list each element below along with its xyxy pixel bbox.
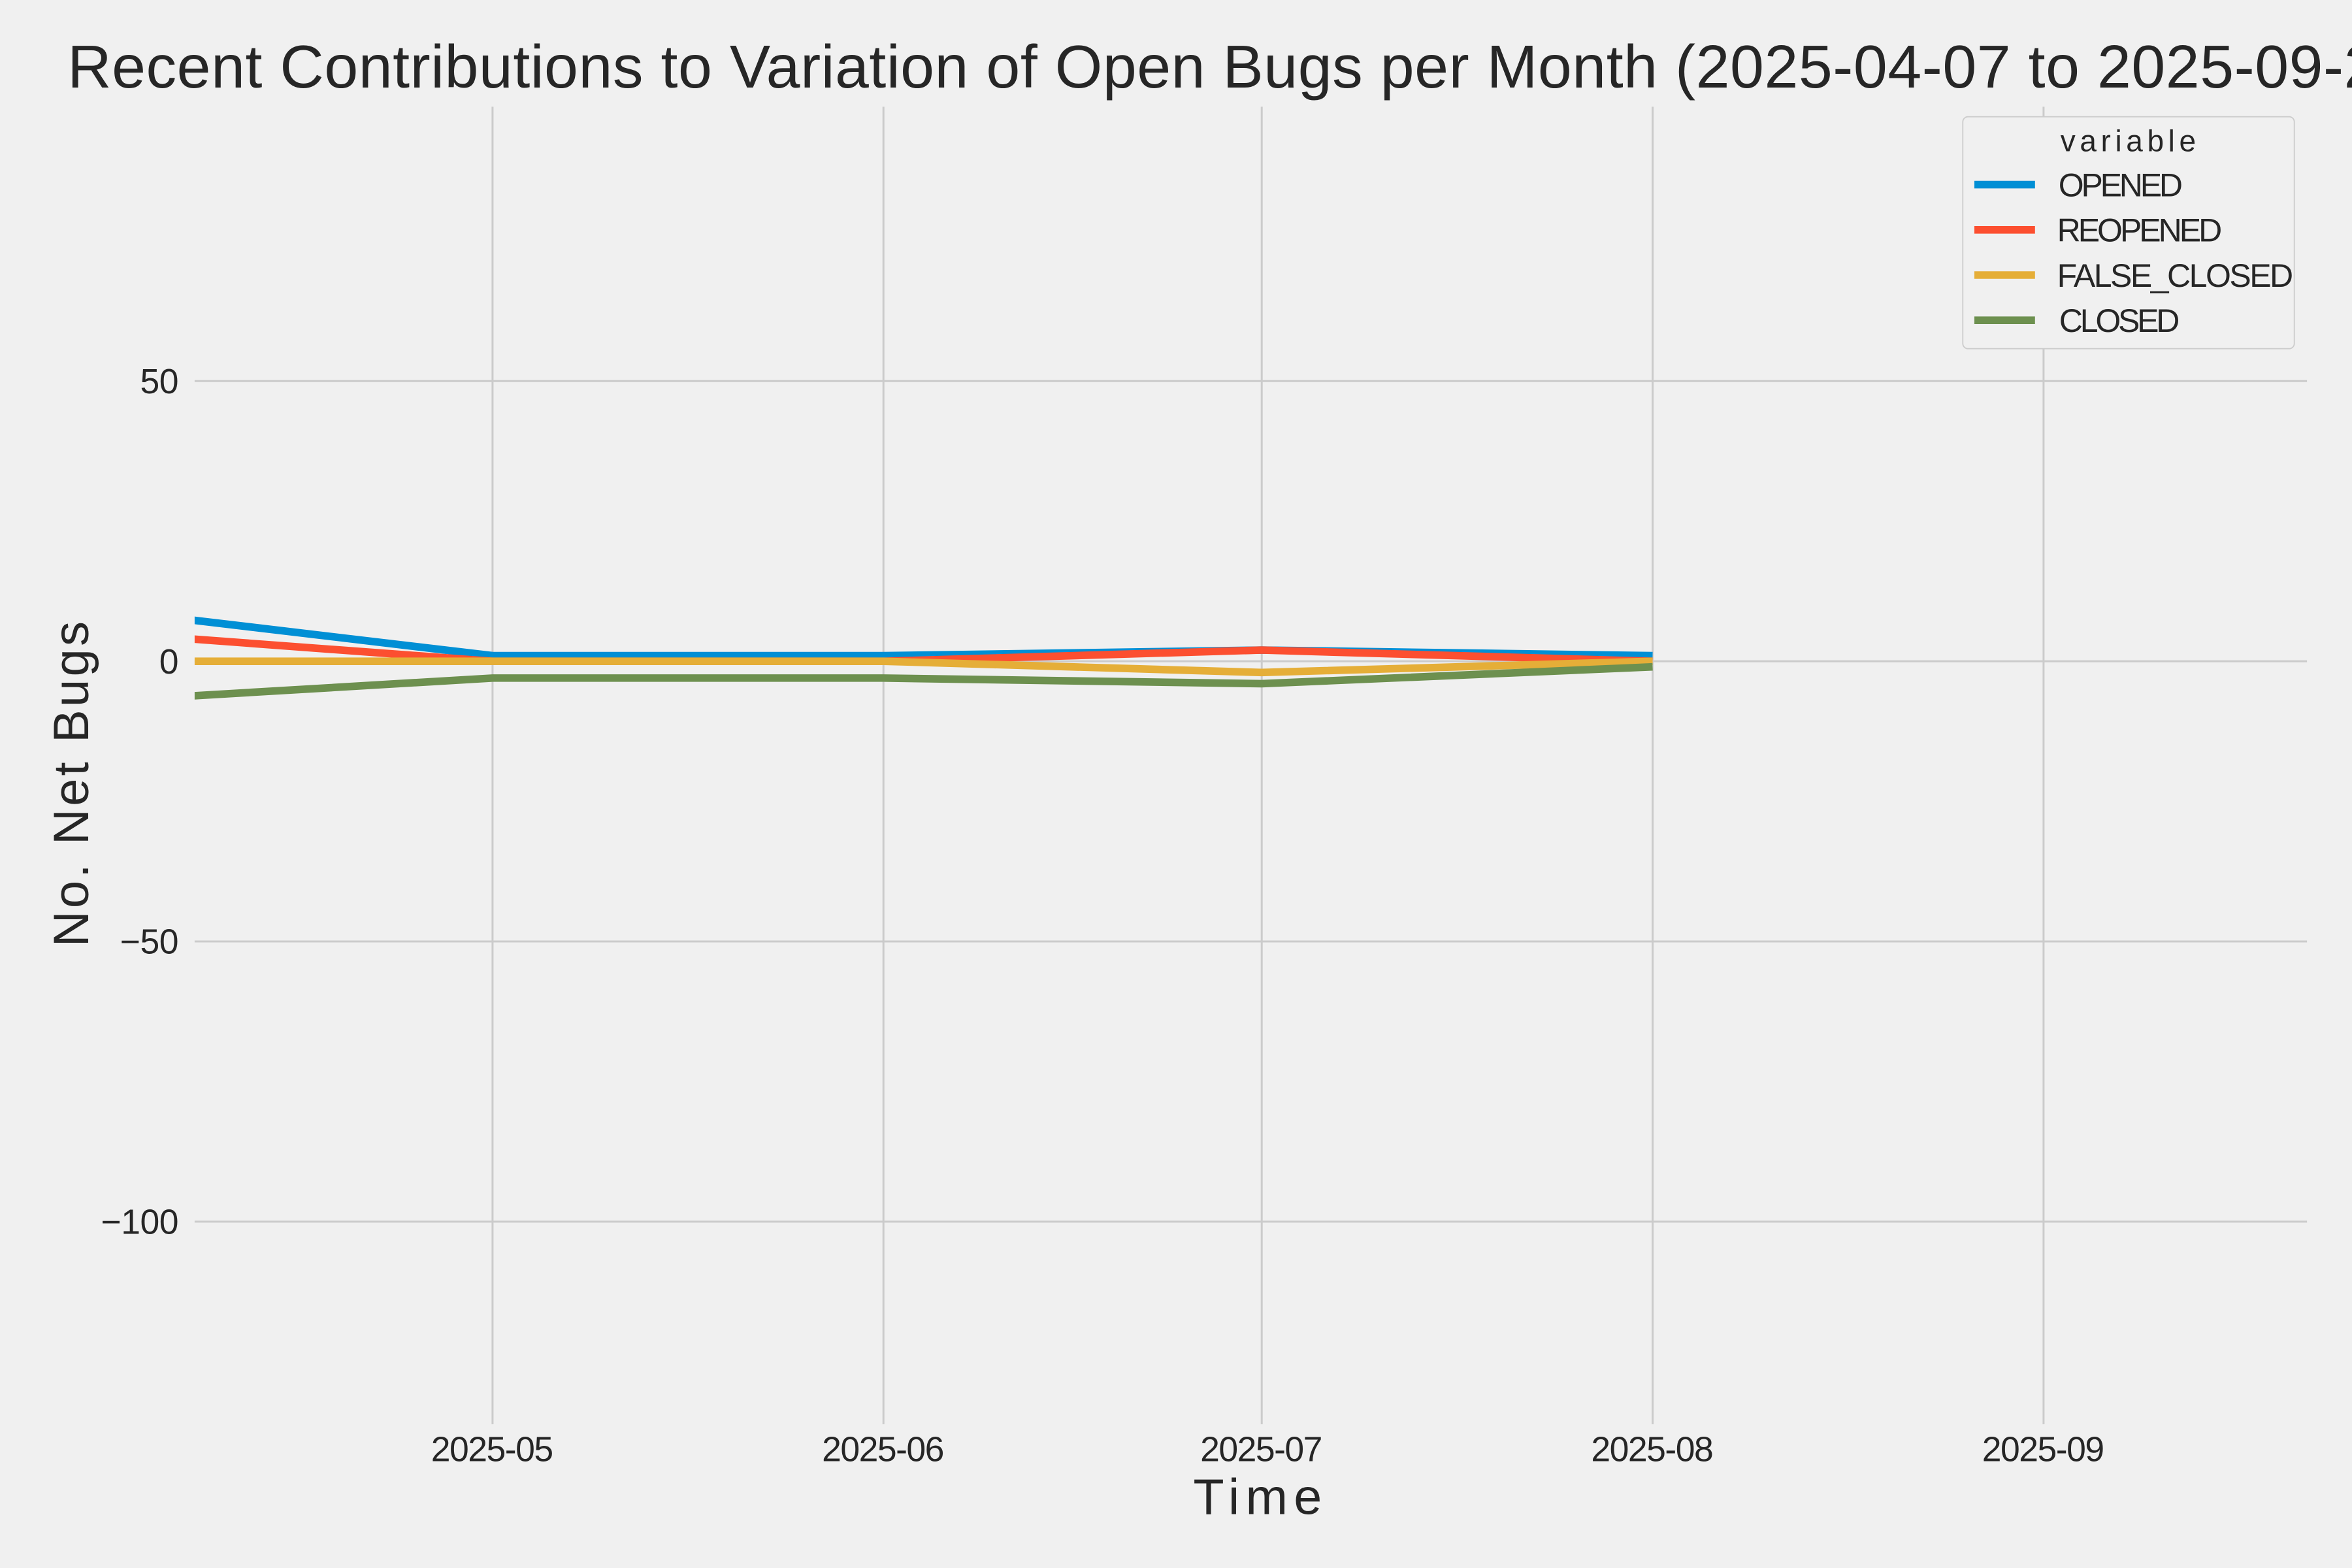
svg-text:−50: −50 <box>120 923 178 962</box>
svg-text:OPENED: OPENED <box>2059 167 2181 204</box>
svg-text:CLOSED: CLOSED <box>2059 302 2179 339</box>
svg-text:2025-07: 2025-07 <box>1200 1431 1322 1469</box>
svg-text:Time: Time <box>1193 1469 1328 1526</box>
svg-text:FALSE_CLOSED: FALSE_CLOSED <box>2057 257 2292 294</box>
svg-text:variable: variable <box>2061 123 2200 157</box>
svg-text:Recent Contributions to Variat: Recent Contributions to Variation of Ope… <box>67 33 2352 101</box>
svg-text:No. Net Bugs: No. Net Bugs <box>44 619 99 947</box>
svg-text:2025-08: 2025-08 <box>1591 1431 1712 1469</box>
svg-text:2025-05: 2025-05 <box>431 1431 553 1469</box>
svg-text:−100: −100 <box>101 1203 178 1241</box>
svg-text:2025-06: 2025-06 <box>822 1431 943 1469</box>
svg-text:2025-09: 2025-09 <box>1982 1431 2104 1469</box>
svg-text:REOPENED: REOPENED <box>2057 212 2221 249</box>
svg-text:50: 50 <box>140 363 178 401</box>
svg-text:0: 0 <box>159 643 178 681</box>
